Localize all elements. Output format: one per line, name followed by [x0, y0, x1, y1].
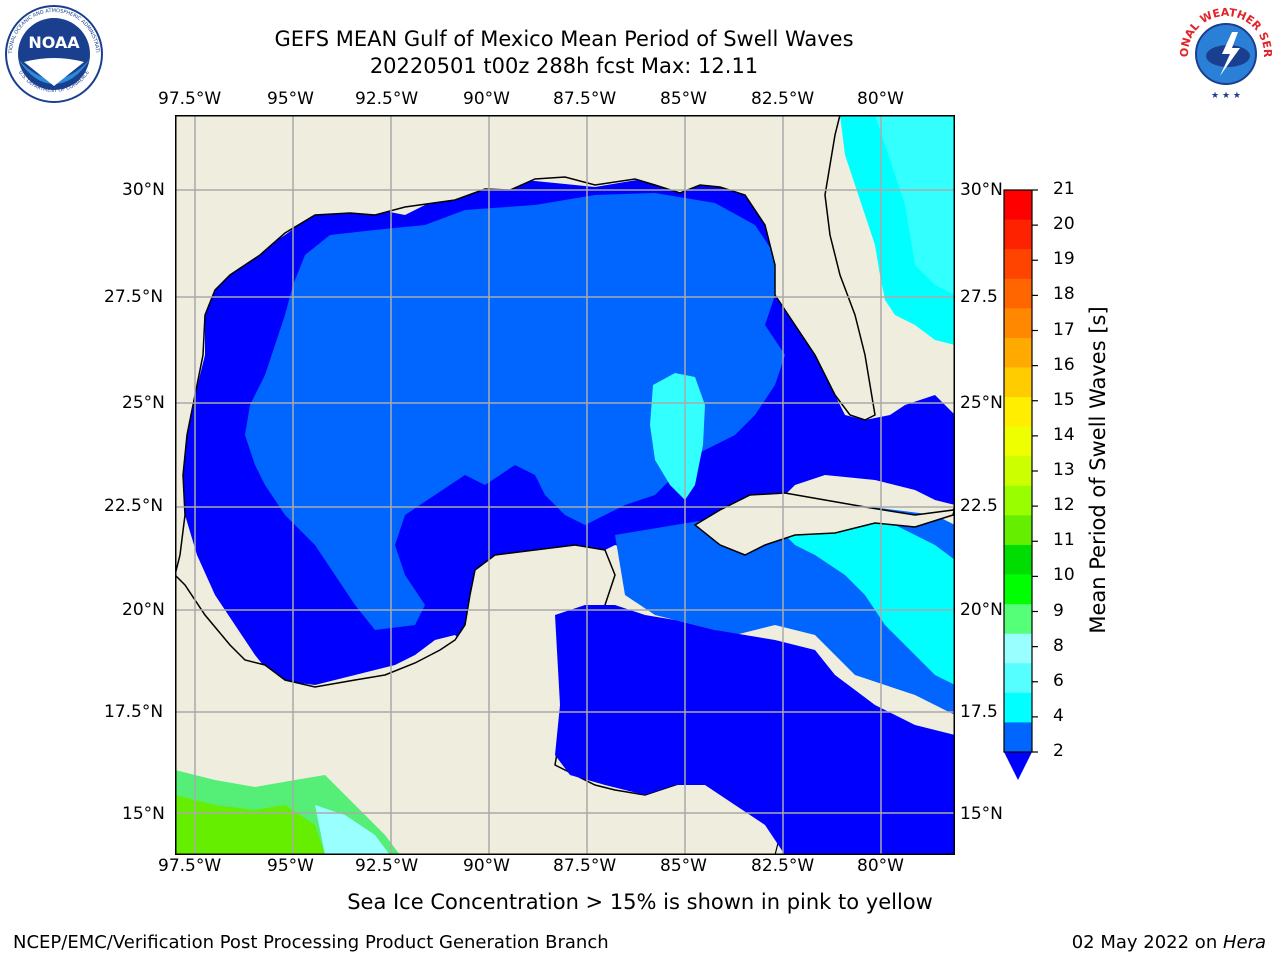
colorbar-tick-label: 21 — [1053, 179, 1075, 199]
lon-tick-bottom-0: 97.5°W — [158, 856, 222, 876]
lat-tick-right-2: 25°N — [960, 393, 1003, 413]
colorbar-tick-label: 6 — [1053, 670, 1064, 691]
lat-tick-right-4: 20°N — [960, 600, 1003, 620]
lat-tick-right-3: 22.5 — [960, 496, 998, 516]
colorbar-band — [1004, 367, 1032, 398]
pacific-swell-region-8s — [315, 805, 390, 855]
lat-tick-left-5: 17.5°N — [104, 702, 164, 722]
colorbar-tick-label: 13 — [1053, 460, 1075, 480]
nws-logo: NATIONAL WEATHER SERVICE ★ ★ ★ — [1176, 4, 1274, 101]
lat-tick-left-0: 30°N — [122, 180, 165, 200]
colorbar-band — [1004, 397, 1032, 428]
colorbar-tick-label: 9 — [1053, 600, 1064, 621]
lon-tick-bottom-3: 90°W — [463, 856, 510, 876]
lon-tick-bottom-2: 92.5°W — [355, 856, 419, 876]
footer-machine: Hera — [1222, 932, 1266, 953]
lon-tick-top-2: 92.5°W — [355, 89, 419, 109]
colorbar-band — [1004, 219, 1032, 250]
lon-tick-bottom-1: 95°W — [267, 856, 314, 876]
colorbar-tick-label: 19 — [1053, 249, 1075, 270]
colorbar-band — [1004, 722, 1032, 753]
colorbar — [1003, 189, 1038, 780]
lon-tick-bottom-4: 87.5°W — [553, 856, 617, 876]
colorbar-band — [1004, 308, 1032, 339]
colorbar-bands — [1004, 190, 1032, 753]
colorbar-label: Mean Period of Swell Waves [s] — [1086, 306, 1110, 634]
colorbar-tick-label: 16 — [1053, 354, 1075, 375]
colorbar-band — [1004, 249, 1032, 280]
colorbar-band — [1004, 337, 1032, 368]
lon-tick-top-4: 87.5°W — [553, 89, 617, 109]
colorbar-band — [1004, 574, 1032, 605]
pacific-swell-region-11s — [175, 795, 325, 855]
lon-tick-top-1: 95°W — [267, 89, 314, 109]
lat-tick-left-2: 25°N — [122, 393, 165, 413]
colorbar-band — [1004, 692, 1032, 723]
colorbar-band — [1004, 633, 1032, 664]
atlantic-swell-region-8s — [875, 115, 955, 295]
colorbar-tick-label: 8 — [1053, 635, 1064, 656]
lat-tick-right-0: 30°N — [960, 180, 1003, 200]
lat-tick-right-6: 15°N — [960, 804, 1003, 824]
colorbar-band — [1004, 604, 1032, 635]
noaa-logo: NOAA NATIONAL OCEANIC AND ATMOSPHERIC AD… — [4, 4, 103, 103]
colorbar-tick-label: 10 — [1053, 565, 1075, 586]
colorbar-band — [1004, 663, 1032, 694]
us-coastline-land — [175, 115, 876, 576]
colorbar-tick-label: 12 — [1053, 495, 1075, 516]
colorbar-band — [1004, 515, 1032, 546]
lat-tick-right-5: 17.5 — [960, 702, 998, 722]
map-frame — [175, 115, 955, 855]
lat-tick-left-4: 20°N — [122, 600, 165, 620]
chart-subtitle: 20220501 t00z 288h fcst Max: 12.11 — [369, 54, 759, 78]
caribbean-swell-region-dark — [555, 605, 955, 855]
colorbar-tick-label: 15 — [1053, 389, 1075, 410]
lon-tick-top-5: 85°W — [660, 89, 707, 109]
lon-tick-top-3: 90°W — [463, 89, 510, 109]
sea-ice-note-text: Sea Ice Concentration > 15% is shown in … — [347, 890, 933, 914]
colorbar-band — [1004, 278, 1032, 309]
lon-tick-bottom-6: 82.5°W — [751, 856, 815, 876]
lat-tick-left-6: 15°N — [122, 804, 165, 824]
lon-tick-top-0: 97.5°W — [158, 89, 222, 109]
colorbar-tick-label: 4 — [1053, 705, 1064, 726]
gulf-of-mexico-map — [175, 115, 955, 855]
colorbar-tick-marks — [1032, 189, 1038, 753]
lat-tick-right-1: 27.5 — [960, 287, 998, 307]
footer-date: 02 May 2022 on — [1071, 932, 1223, 953]
colorbar-band — [1004, 544, 1032, 576]
noaa-logo-text: NOAA — [28, 33, 80, 52]
colorbar-band — [1004, 190, 1032, 221]
caribbean-swell-region-cyan — [775, 520, 955, 685]
gulf-swell-region-main — [245, 193, 785, 630]
map-gridlines — [175, 115, 955, 855]
lon-tick-top-7: 80°W — [857, 89, 904, 109]
colorbar-band — [1004, 485, 1032, 516]
colorbar-band — [1004, 426, 1032, 457]
lon-tick-bottom-7: 80°W — [857, 856, 904, 876]
lon-tick-top-6: 82.5°W — [751, 89, 815, 109]
lon-tick-bottom-5: 85°W — [660, 856, 707, 876]
chart-title: GEFS MEAN Gulf of Mexico Mean Period of … — [274, 27, 854, 51]
svg-text:★ ★ ★: ★ ★ ★ — [1211, 91, 1241, 101]
colorbar-tick-label: 20 — [1053, 214, 1075, 235]
yucatan-channel-swell-region — [650, 373, 705, 500]
colorbar-band — [1004, 456, 1032, 487]
colorbar-extend-triangle — [1004, 752, 1032, 780]
footer-left: NCEP/EMC/Verification Post Processing Pr… — [13, 932, 609, 953]
lat-tick-left-1: 27.5°N — [104, 287, 164, 307]
colorbar-tick-label: 14 — [1053, 424, 1075, 445]
lat-tick-left-3: 22.5°N — [104, 496, 164, 516]
colorbar-tick-label: 17 — [1053, 319, 1075, 340]
colorbar-tick-label: 11 — [1053, 530, 1075, 551]
sea-ice-note: Sea Ice Concentration > 15% is shown in … — [0, 890, 1280, 914]
colorbar-tick-label: 18 — [1053, 284, 1075, 305]
colorbar-tick-label: 2 — [1053, 741, 1064, 761]
footer-right: 02 May 2022 on Hera — [1072, 932, 1266, 953]
